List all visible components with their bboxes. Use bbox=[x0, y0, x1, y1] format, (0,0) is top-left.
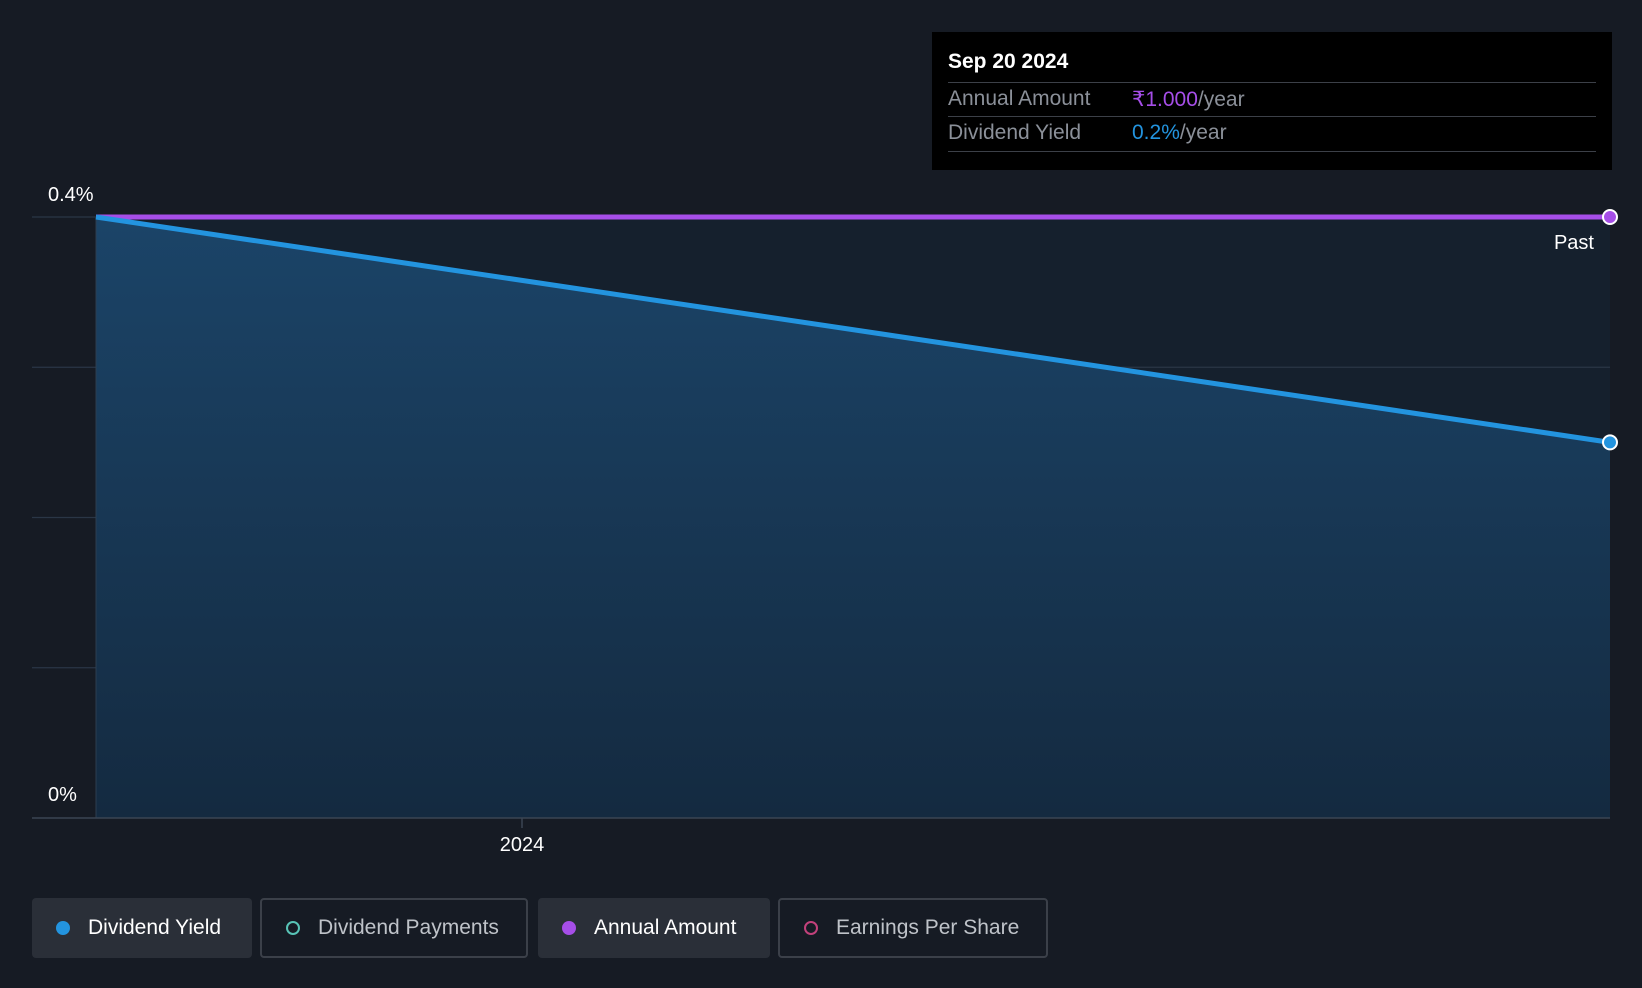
legend-dividend-yield-button[interactable]: Dividend Yield bbox=[32, 898, 252, 958]
tooltip-label: Annual Amount bbox=[948, 87, 1091, 110]
annual-amount-end-point[interactable] bbox=[1602, 209, 1618, 225]
past-label: Past bbox=[1554, 232, 1594, 254]
tooltip-label: Dividend Yield bbox=[948, 121, 1082, 144]
dividend-yield-area bbox=[96, 217, 1610, 818]
y-tick-label-top: 0.4% bbox=[48, 184, 94, 206]
ring-circle-icon bbox=[804, 921, 818, 935]
legend-annual-amount-button[interactable]: Annual Amount bbox=[538, 898, 770, 958]
legend-label: Dividend Payments bbox=[318, 916, 499, 939]
filled-circle-icon bbox=[56, 921, 70, 935]
y-tick-label-bottom: 0% bbox=[48, 784, 77, 806]
dividend-yield-end-point[interactable] bbox=[1602, 434, 1618, 451]
tooltip-unit: /year bbox=[1179, 121, 1227, 144]
tooltip-date: Sep 20 2024 bbox=[948, 50, 1069, 73]
tooltip-row-annual-amount: Annual Amount ₹1.000/year bbox=[948, 82, 1596, 117]
x-tick-label: 2024 bbox=[500, 834, 545, 856]
tooltip-value: ₹1.000/year bbox=[1132, 87, 1245, 112]
legend-label: Annual Amount bbox=[594, 916, 737, 939]
legend-label: Earnings Per Share bbox=[836, 916, 1020, 939]
ring-circle-icon bbox=[286, 921, 300, 935]
tooltip-unit: /year bbox=[1197, 88, 1245, 111]
tooltip: Sep 20 2024 Annual Amount ₹1.000/year Di… bbox=[932, 32, 1612, 170]
legend-label: Dividend Yield bbox=[88, 916, 222, 939]
dividend-yield-line bbox=[95, 214, 1611, 445]
filled-circle-icon bbox=[562, 921, 576, 935]
legend-dividend-payments-button[interactable]: Dividend Payments bbox=[260, 898, 528, 958]
tooltip-value: 0.2%/year bbox=[1132, 121, 1227, 145]
tooltip-row-dividend-yield: Dividend Yield 0.2%/year bbox=[948, 116, 1596, 152]
tooltip-yield-value: 0.2% bbox=[1132, 121, 1180, 144]
tooltip-amount-value: ₹1.000 bbox=[1132, 88, 1198, 111]
legend-earnings-per-share-button[interactable]: Earnings Per Share bbox=[778, 898, 1048, 958]
